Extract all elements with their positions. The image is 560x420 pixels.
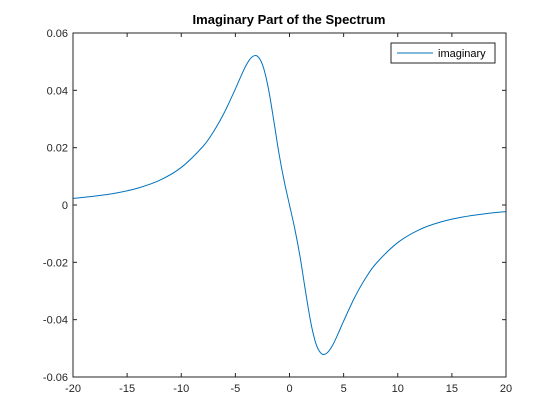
legend-label: imaginary [438,48,486,60]
x-tick-label: 0 [286,383,292,395]
x-tick-label: 5 [341,383,347,395]
y-tick-label: 0.06 [47,28,68,40]
legend-box [390,42,496,64]
y-tick-label: -0.04 [43,315,68,327]
x-tick-label: -20 [65,383,81,395]
legend: imaginary [390,42,496,64]
x-tick-label: 20 [500,383,512,395]
x-tick-label: -10 [173,383,189,395]
series-layer [72,54,507,356]
y-tick-label: -0.02 [43,257,68,269]
y-tick-label: 0.02 [47,143,68,155]
axis-tick-labels: -20 -15 -10 -5 0 5 10 15 20 -0.06 -0.04 -0.02 0 0.02 0… [43,28,512,395]
chart-title: Imaginary Part of the Spectrum [193,12,386,27]
y-tick-label: 0.04 [47,85,68,97]
x-tick-label: -5 [230,383,240,395]
y-tick-label: -0.06 [43,372,68,384]
axes-box [72,32,507,378]
x-tick-label: -15 [119,383,135,395]
x-tick-label: 10 [392,383,404,395]
x-tick-label: 15 [446,383,458,395]
y-tick-label: 0 [62,200,68,212]
series-line-imaginary [72,54,507,356]
